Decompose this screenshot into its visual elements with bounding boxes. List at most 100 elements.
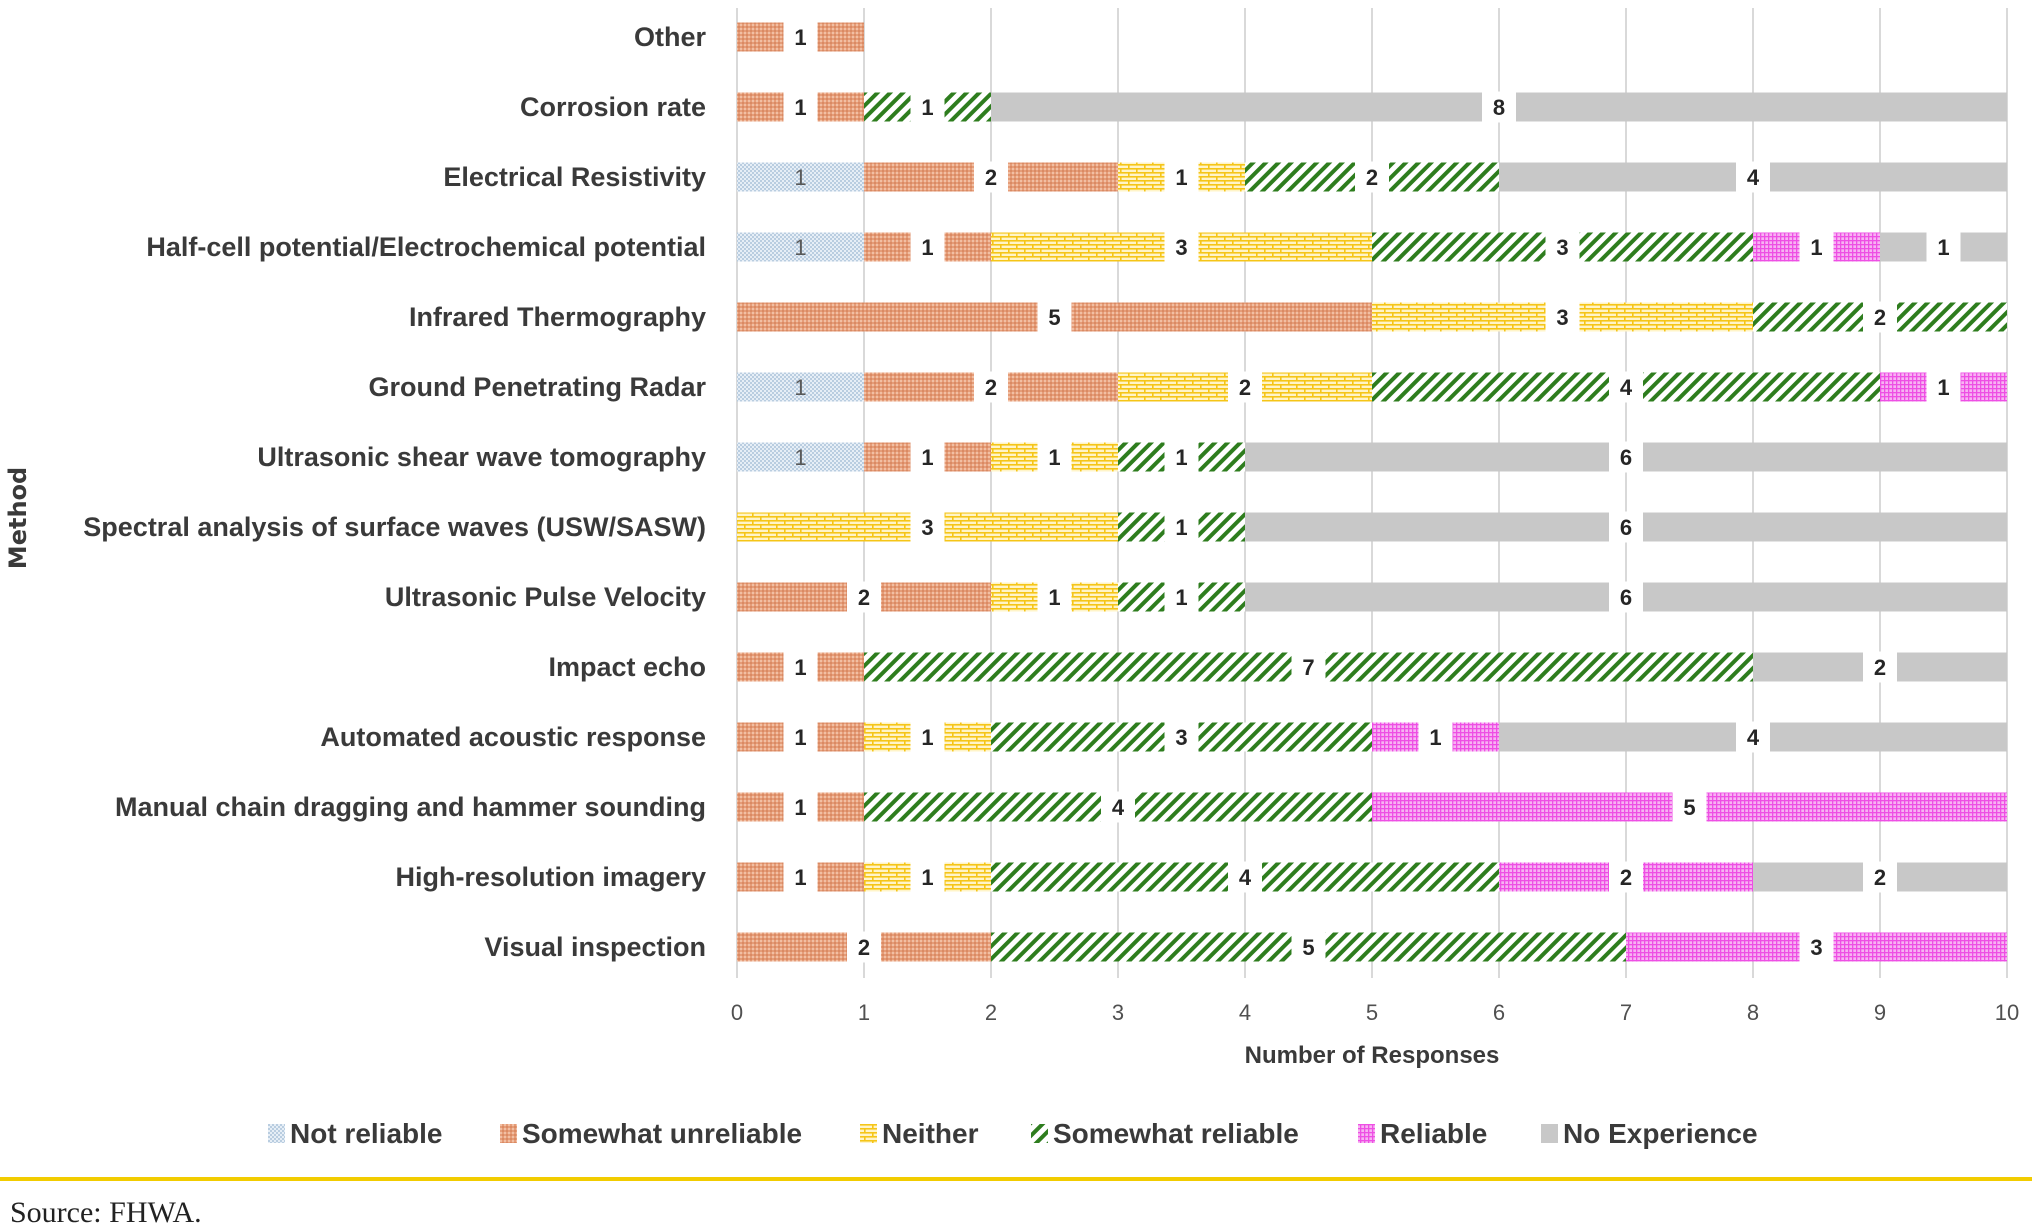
data-label-bg	[1291, 651, 1326, 683]
data-label: 1	[1175, 165, 1187, 190]
data-label: 2	[1874, 865, 1886, 890]
x-tick-label: 6	[1493, 1000, 1505, 1025]
bar-segment-somewhat-unreliable: 1	[737, 791, 864, 823]
data-label-bg	[910, 231, 945, 263]
data-label: 1	[921, 235, 933, 260]
bar-segment-neither: 3	[1372, 301, 1753, 333]
data-label-bg	[1164, 721, 1199, 753]
data-label: 1	[921, 865, 933, 890]
legend-swatch	[268, 1124, 285, 1143]
bar-segment-somewhat-reliable: 1	[1118, 511, 1245, 543]
data-label-bg	[974, 161, 1008, 193]
data-label-bg	[1609, 511, 1643, 543]
bar-segment-no-experience: 6	[1245, 581, 2007, 613]
data-label: 5	[1302, 935, 1314, 960]
data-label-bg	[1164, 161, 1199, 193]
data-label-bg	[1164, 441, 1199, 473]
legend-label: Somewhat reliable	[1053, 1118, 1299, 1149]
category-label: Ultrasonic shear wave tomography	[257, 442, 706, 472]
data-label-bg	[1545, 231, 1580, 263]
data-label-bg	[847, 581, 881, 613]
x-tick-label: 9	[1874, 1000, 1886, 1025]
bar-segment-neither: 1	[991, 441, 1118, 473]
data-label-bg	[783, 21, 818, 53]
bar-segment-no-experience: 6	[1245, 441, 2007, 473]
bar-segment-somewhat-unreliable: 2	[737, 931, 991, 963]
data-label: 2	[1239, 375, 1251, 400]
x-axis-title: Number of Responses	[1245, 1042, 1500, 1069]
data-label-bg	[1164, 231, 1199, 263]
bar-segment-somewhat-reliable: 4	[1372, 371, 1880, 403]
data-label: 4	[1747, 725, 1760, 750]
bar-segment-no-experience: 6	[1245, 511, 2007, 543]
data-label: 1	[794, 25, 806, 50]
bar-segment-reliable: 3	[1626, 931, 2007, 963]
data-label-bg	[783, 651, 818, 683]
bar-rect	[737, 372, 864, 402]
data-label: 1	[794, 445, 806, 470]
bar-segment-somewhat-unreliable: 1	[737, 861, 864, 893]
data-label: 4	[1747, 165, 1760, 190]
data-label: 4	[1620, 375, 1633, 400]
data-label-bg	[1291, 931, 1326, 963]
data-label-bg	[910, 721, 945, 753]
data-label-bg	[910, 441, 945, 473]
data-label-bg	[1037, 301, 1072, 333]
data-label-bg	[910, 511, 945, 543]
data-label: 1	[921, 95, 933, 120]
data-label: 1	[794, 795, 806, 820]
x-tick-label: 5	[1366, 1000, 1378, 1025]
data-label: 3	[1810, 935, 1822, 960]
bar-segment-neither: 3	[737, 511, 1118, 543]
legend-item-somewhat-unreliable: Somewhat unreliable	[500, 1118, 802, 1149]
category-label: Electrical Resistivity	[443, 162, 706, 192]
data-label: 4	[1112, 795, 1125, 820]
data-label-bg	[1164, 511, 1199, 543]
bar-segment-somewhat-reliable: 1	[1118, 441, 1245, 473]
legend-swatch	[1031, 1124, 1048, 1143]
x-tick-label: 4	[1239, 1000, 1251, 1025]
bar-segment-somewhat-reliable: 1	[864, 91, 991, 123]
data-label: 6	[1620, 515, 1632, 540]
data-label-bg	[1037, 581, 1072, 613]
x-tick-label: 1	[858, 1000, 870, 1025]
x-tick-label: 0	[731, 1000, 743, 1025]
data-label: 5	[1683, 795, 1695, 820]
data-label: 3	[1175, 725, 1187, 750]
data-label-bg	[1736, 161, 1770, 193]
bar-segment-reliable: 5	[1372, 791, 2007, 823]
bar-segment-somewhat-reliable: 4	[991, 861, 1499, 893]
bar-segment-somewhat-reliable: 5	[991, 931, 1626, 963]
data-label: 5	[1048, 305, 1060, 330]
bar-segment-somewhat-unreliable: 5	[737, 301, 1372, 333]
legend-item-neither: Neither	[860, 1118, 979, 1149]
data-label: 4	[1239, 865, 1252, 890]
bar-segment-not-reliable: 1	[737, 372, 864, 402]
category-label: Ground Penetrating Radar	[368, 372, 706, 402]
category-label: Half-cell potential/Electrochemical pote…	[146, 232, 706, 262]
data-label: 1	[1175, 515, 1187, 540]
data-label-bg	[1863, 651, 1897, 683]
bar-segment-somewhat-reliable: 1	[1118, 581, 1245, 613]
data-label: 1	[794, 375, 806, 400]
bar-segment-somewhat-reliable: 3	[991, 721, 1372, 753]
bar-segment-somewhat-unreliable: 2	[737, 581, 991, 613]
data-label: 1	[1810, 235, 1822, 260]
data-label-bg	[783, 91, 818, 123]
x-tick-labels: 0 1 2 3 4 5 6 7 8 9 10	[731, 1000, 2019, 1025]
data-label: 6	[1620, 445, 1632, 470]
data-label-bg	[1164, 581, 1199, 613]
data-label: 1	[794, 235, 806, 260]
data-label-bg	[910, 91, 945, 123]
data-label: 3	[1556, 305, 1568, 330]
data-label-bg	[1926, 371, 1961, 403]
data-label-bg	[1926, 231, 1961, 263]
data-label-bg	[1037, 441, 1072, 473]
bar-segment-somewhat-reliable: 4	[864, 791, 1372, 823]
category-label: Infrared Thermography	[409, 302, 706, 332]
bar-segment-no-experience: 2	[1753, 861, 2007, 893]
x-tick-label: 7	[1620, 1000, 1632, 1025]
data-label: 2	[1620, 865, 1632, 890]
data-label-bg	[1799, 931, 1834, 963]
